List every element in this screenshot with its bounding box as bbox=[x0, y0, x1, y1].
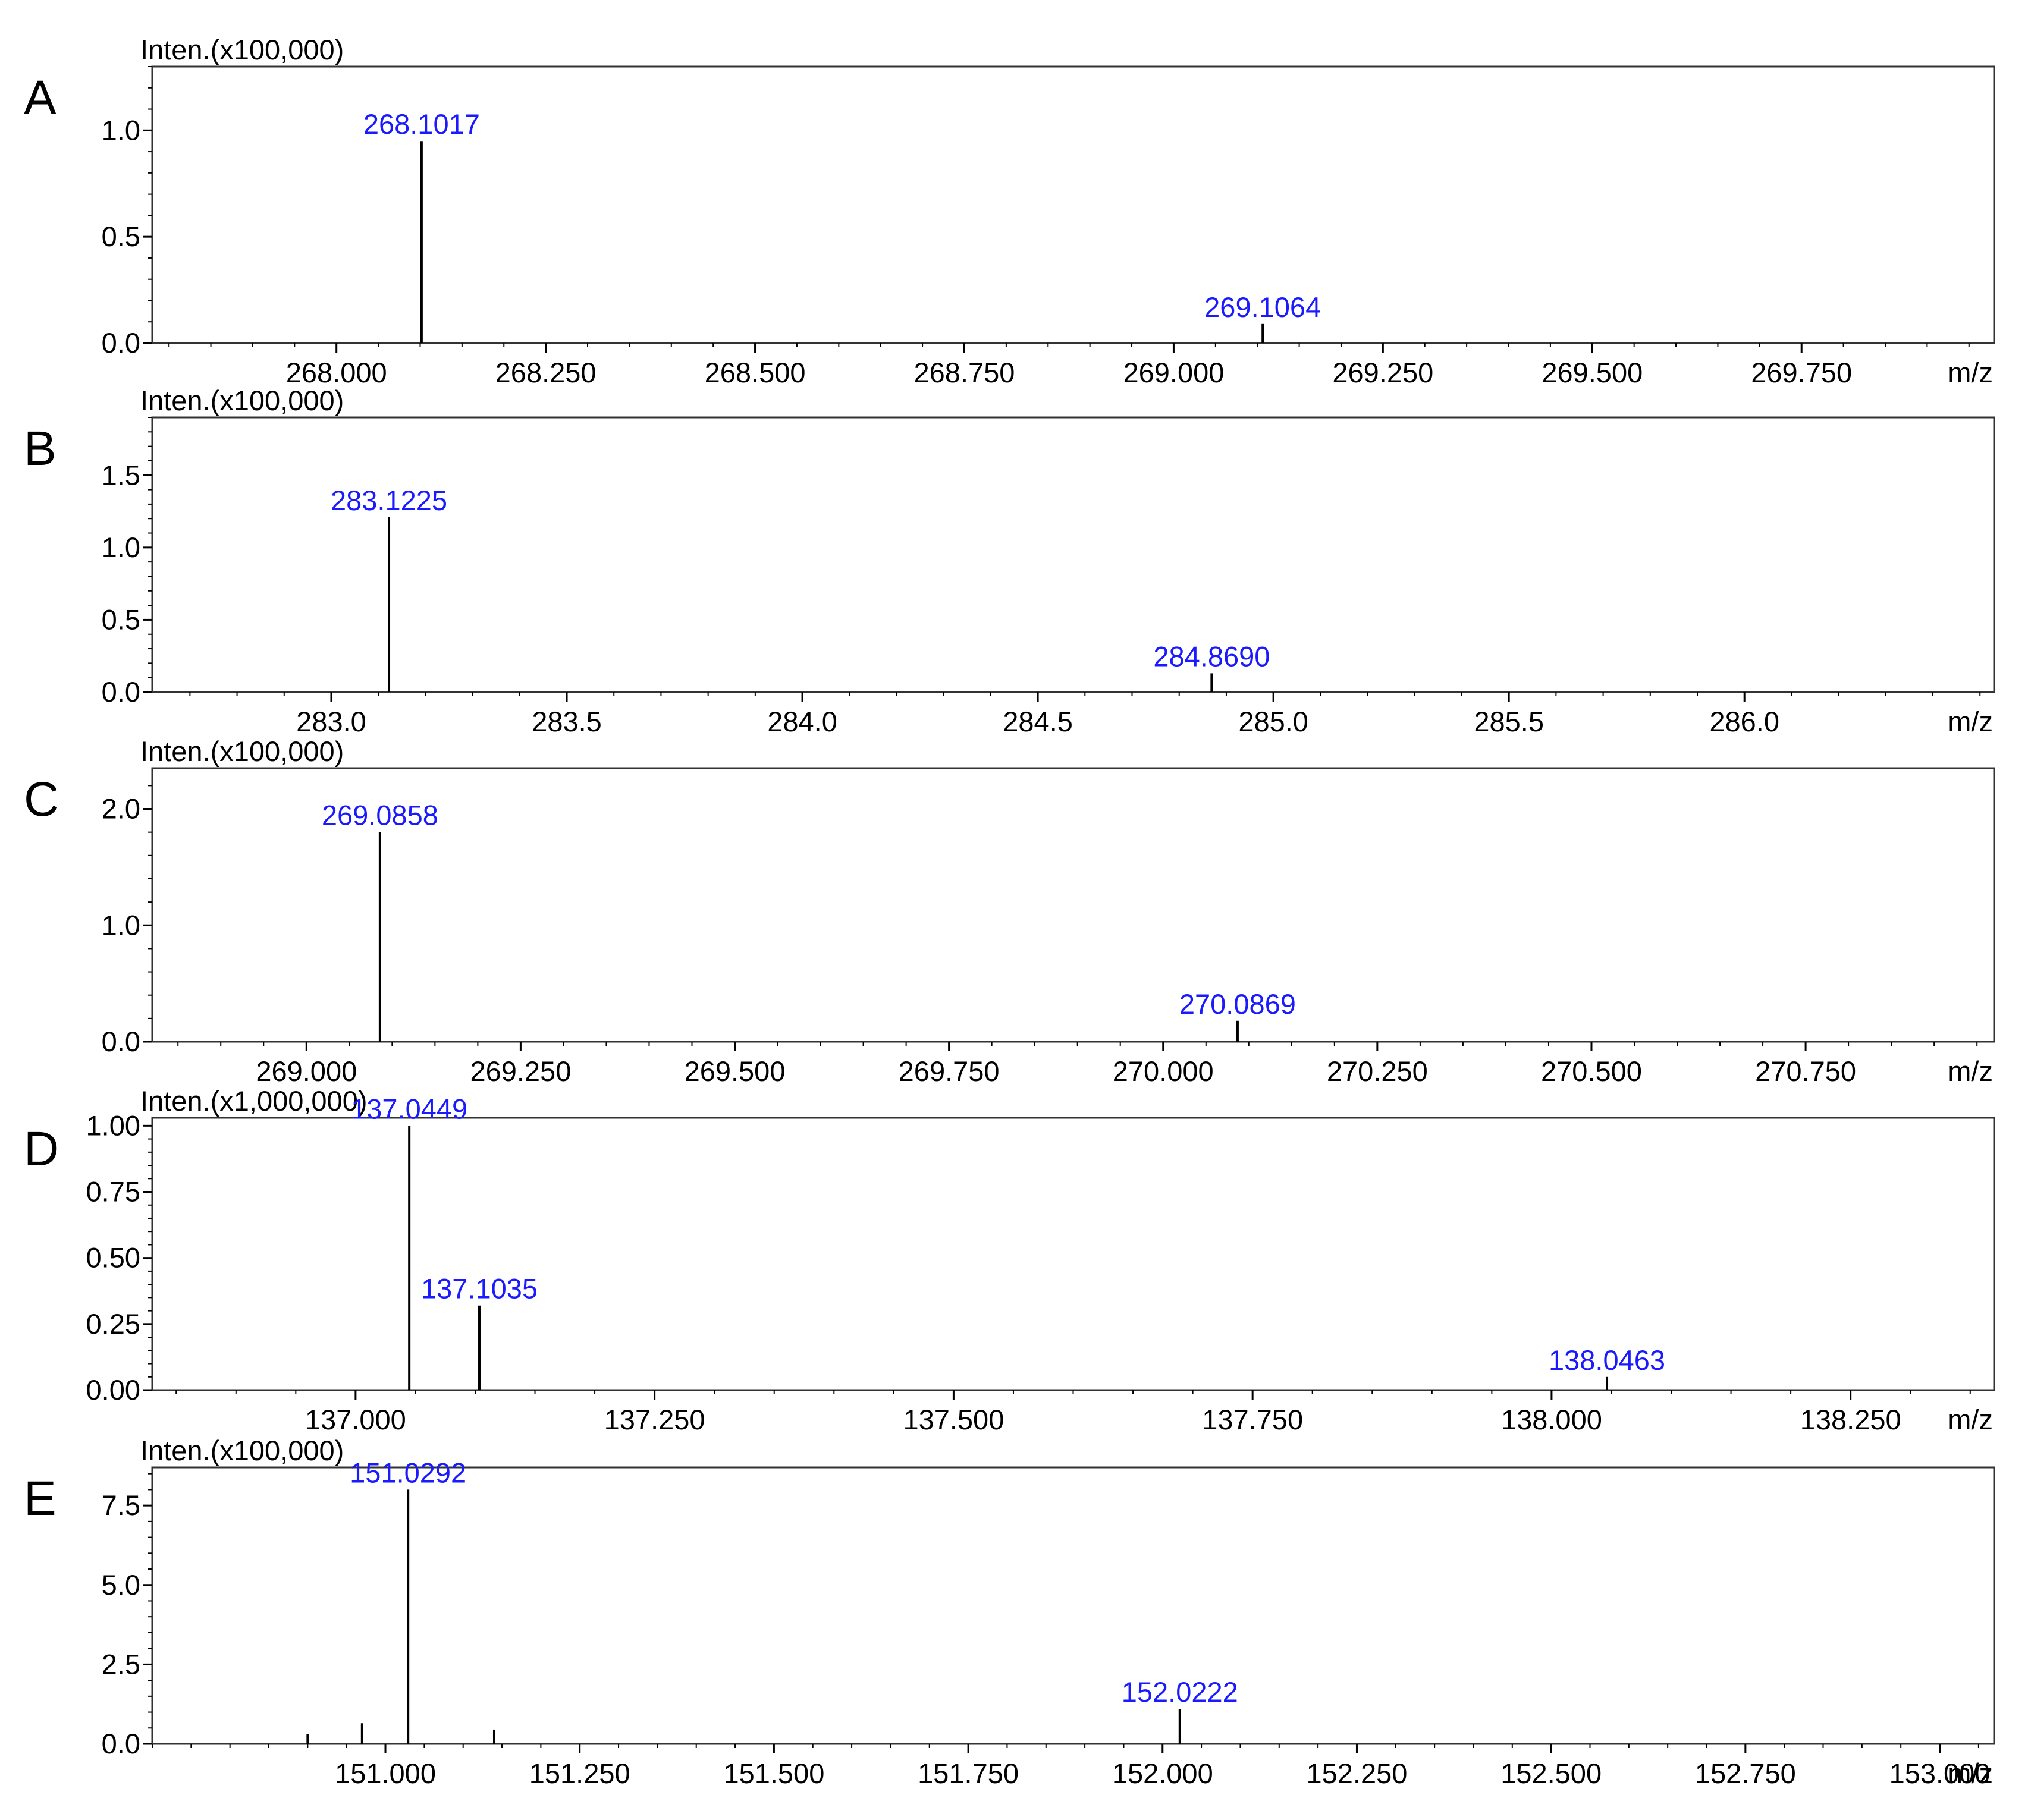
y-tick-label: 7.5 bbox=[102, 1489, 140, 1521]
plot-frame bbox=[151, 416, 1995, 693]
spectrum-panel-b: B Inten.(x100,000) 283.0 283.5 284.0 284.5 285… bbox=[24, 385, 1995, 737]
x-unit-label: m/z bbox=[1948, 1758, 1993, 1789]
plot-frame bbox=[151, 767, 1995, 1043]
x-tick-label: 137.000 bbox=[305, 1404, 406, 1435]
x-tick-label: 137.250 bbox=[604, 1404, 705, 1435]
x-tick-label: 285.0 bbox=[1238, 706, 1308, 737]
x-tick-label: 151.750 bbox=[918, 1758, 1019, 1789]
x-tick-label: 269.000 bbox=[256, 1055, 357, 1087]
x-tick-label: 268.000 bbox=[286, 357, 387, 388]
x-unit-label: m/z bbox=[1948, 1055, 1993, 1087]
y-tick-label: 0.0 bbox=[102, 327, 140, 359]
peak-label: 137.0449 bbox=[351, 1093, 467, 1124]
x-tick-label: 151.500 bbox=[723, 1758, 824, 1789]
x-tick-label: 138.250 bbox=[1800, 1404, 1901, 1435]
x-tick-label: 270.250 bbox=[1327, 1055, 1428, 1087]
panel-letter: E bbox=[24, 1472, 56, 1526]
plot-frame bbox=[151, 65, 1995, 344]
y-tick-label: 5.0 bbox=[102, 1569, 140, 1601]
x-tick-label: 283.0 bbox=[296, 706, 366, 737]
x-tick-label: 270.750 bbox=[1755, 1055, 1856, 1087]
x-tick-label: 268.500 bbox=[705, 357, 806, 388]
peak-label: 270.0869 bbox=[1179, 988, 1296, 1020]
x-tick-label: 284.0 bbox=[767, 706, 837, 737]
peak-label: 268.1017 bbox=[363, 108, 480, 140]
y-tick-label: 2.0 bbox=[102, 793, 140, 825]
x-tick-label: 269.000 bbox=[1123, 357, 1224, 388]
y-tick-label: 0.25 bbox=[86, 1308, 140, 1340]
y-tick-label: 1.0 bbox=[102, 532, 140, 563]
x-tick-label: 138.000 bbox=[1501, 1404, 1602, 1435]
peak-label: 137.1035 bbox=[421, 1273, 538, 1305]
x-tick-label: 269.250 bbox=[1332, 357, 1433, 388]
y-tick-label: 0.50 bbox=[86, 1242, 140, 1274]
x-tick-label: 151.000 bbox=[335, 1758, 436, 1789]
x-tick-label: 153.000 bbox=[1889, 1758, 1991, 1789]
intensity-axis-label: Inten.(x100,000) bbox=[140, 34, 344, 65]
peak-label: 269.1064 bbox=[1204, 291, 1321, 323]
y-tick-label: 0.75 bbox=[86, 1176, 140, 1208]
x-tick-label: 286.0 bbox=[1709, 706, 1779, 737]
panel-letter: D bbox=[24, 1122, 59, 1176]
y-tick-label: 0.0 bbox=[102, 1026, 140, 1057]
plot-frame bbox=[151, 1117, 1995, 1391]
peak-label: 138.0463 bbox=[1549, 1344, 1665, 1376]
spectrum-panel-c: C Inten.(x100,000) 269.000 269.250 269.500 26… bbox=[24, 735, 1995, 1087]
x-unit-label: m/z bbox=[1948, 706, 1993, 737]
intensity-axis-label: Inten.(x100,000) bbox=[140, 1435, 344, 1466]
x-tick-label: 269.500 bbox=[685, 1055, 786, 1087]
x-tick-label: 269.250 bbox=[470, 1055, 571, 1087]
y-tick-label: 1.5 bbox=[102, 459, 140, 491]
x-tick-label: 137.500 bbox=[903, 1404, 1004, 1435]
panel-letter: B bbox=[24, 422, 56, 476]
x-tick-label: 152.000 bbox=[1112, 1758, 1213, 1789]
y-tick-label: 0.5 bbox=[102, 603, 140, 635]
panel-letter: A bbox=[24, 71, 56, 125]
x-tick-label: 151.250 bbox=[529, 1758, 630, 1789]
peak-label: 284.8690 bbox=[1153, 640, 1270, 672]
y-tick-label: 2.5 bbox=[102, 1648, 140, 1680]
y-tick-label: 1.00 bbox=[86, 1109, 140, 1141]
x-tick-label: 269.500 bbox=[1542, 357, 1643, 388]
x-tick-label: 283.5 bbox=[532, 706, 602, 737]
plot-frame bbox=[151, 1466, 1995, 1745]
x-tick-label: 270.500 bbox=[1541, 1055, 1642, 1087]
peak-label: 283.1225 bbox=[331, 485, 447, 516]
x-tick-label: 268.750 bbox=[914, 357, 1015, 388]
intensity-axis-label: Inten.(x100,000) bbox=[140, 385, 344, 416]
x-tick-label: 152.750 bbox=[1695, 1758, 1796, 1789]
x-tick-label: 137.750 bbox=[1202, 1404, 1303, 1435]
x-tick-label: 284.5 bbox=[1003, 706, 1073, 737]
x-tick-label: 152.250 bbox=[1307, 1758, 1408, 1789]
x-tick-label: 285.5 bbox=[1474, 706, 1544, 737]
y-tick-label: 0.00 bbox=[86, 1374, 140, 1406]
x-tick-label: 270.000 bbox=[1113, 1055, 1214, 1087]
spectrum-panel-e: E Inten.(x100,000) 151.000 151.250 151.500 15… bbox=[24, 1435, 1995, 1789]
x-unit-label: m/z bbox=[1948, 357, 1993, 388]
y-tick-label: 0.0 bbox=[102, 676, 140, 708]
spectrum-panel-a: A Inten.(x100,000) 268.000 268.250 268.500 26… bbox=[24, 34, 1995, 388]
spectrum-panel-d: D Inten.(x1,000,000) 137.000 137.250 137.500… bbox=[24, 1085, 1995, 1435]
x-tick-label: 152.500 bbox=[1500, 1758, 1602, 1789]
peak-label: 152.0222 bbox=[1122, 1676, 1238, 1708]
x-tick-label: 269.750 bbox=[899, 1055, 1000, 1087]
x-tick-label: 269.750 bbox=[1751, 357, 1852, 388]
panel-letter: C bbox=[24, 772, 59, 826]
y-tick-label: 0.0 bbox=[102, 1728, 140, 1759]
y-tick-label: 1.0 bbox=[102, 909, 140, 941]
y-tick-label: 1.0 bbox=[102, 114, 140, 146]
intensity-axis-label: Inten.(x1,000,000) bbox=[140, 1085, 368, 1117]
y-tick-label: 0.5 bbox=[102, 221, 140, 252]
peak-label: 269.0858 bbox=[322, 800, 438, 831]
intensity-axis-label: Inten.(x100,000) bbox=[140, 735, 344, 767]
x-tick-label: 268.250 bbox=[495, 357, 597, 388]
peak-label: 151.0292 bbox=[350, 1457, 466, 1488]
x-unit-label: m/z bbox=[1948, 1404, 1993, 1435]
